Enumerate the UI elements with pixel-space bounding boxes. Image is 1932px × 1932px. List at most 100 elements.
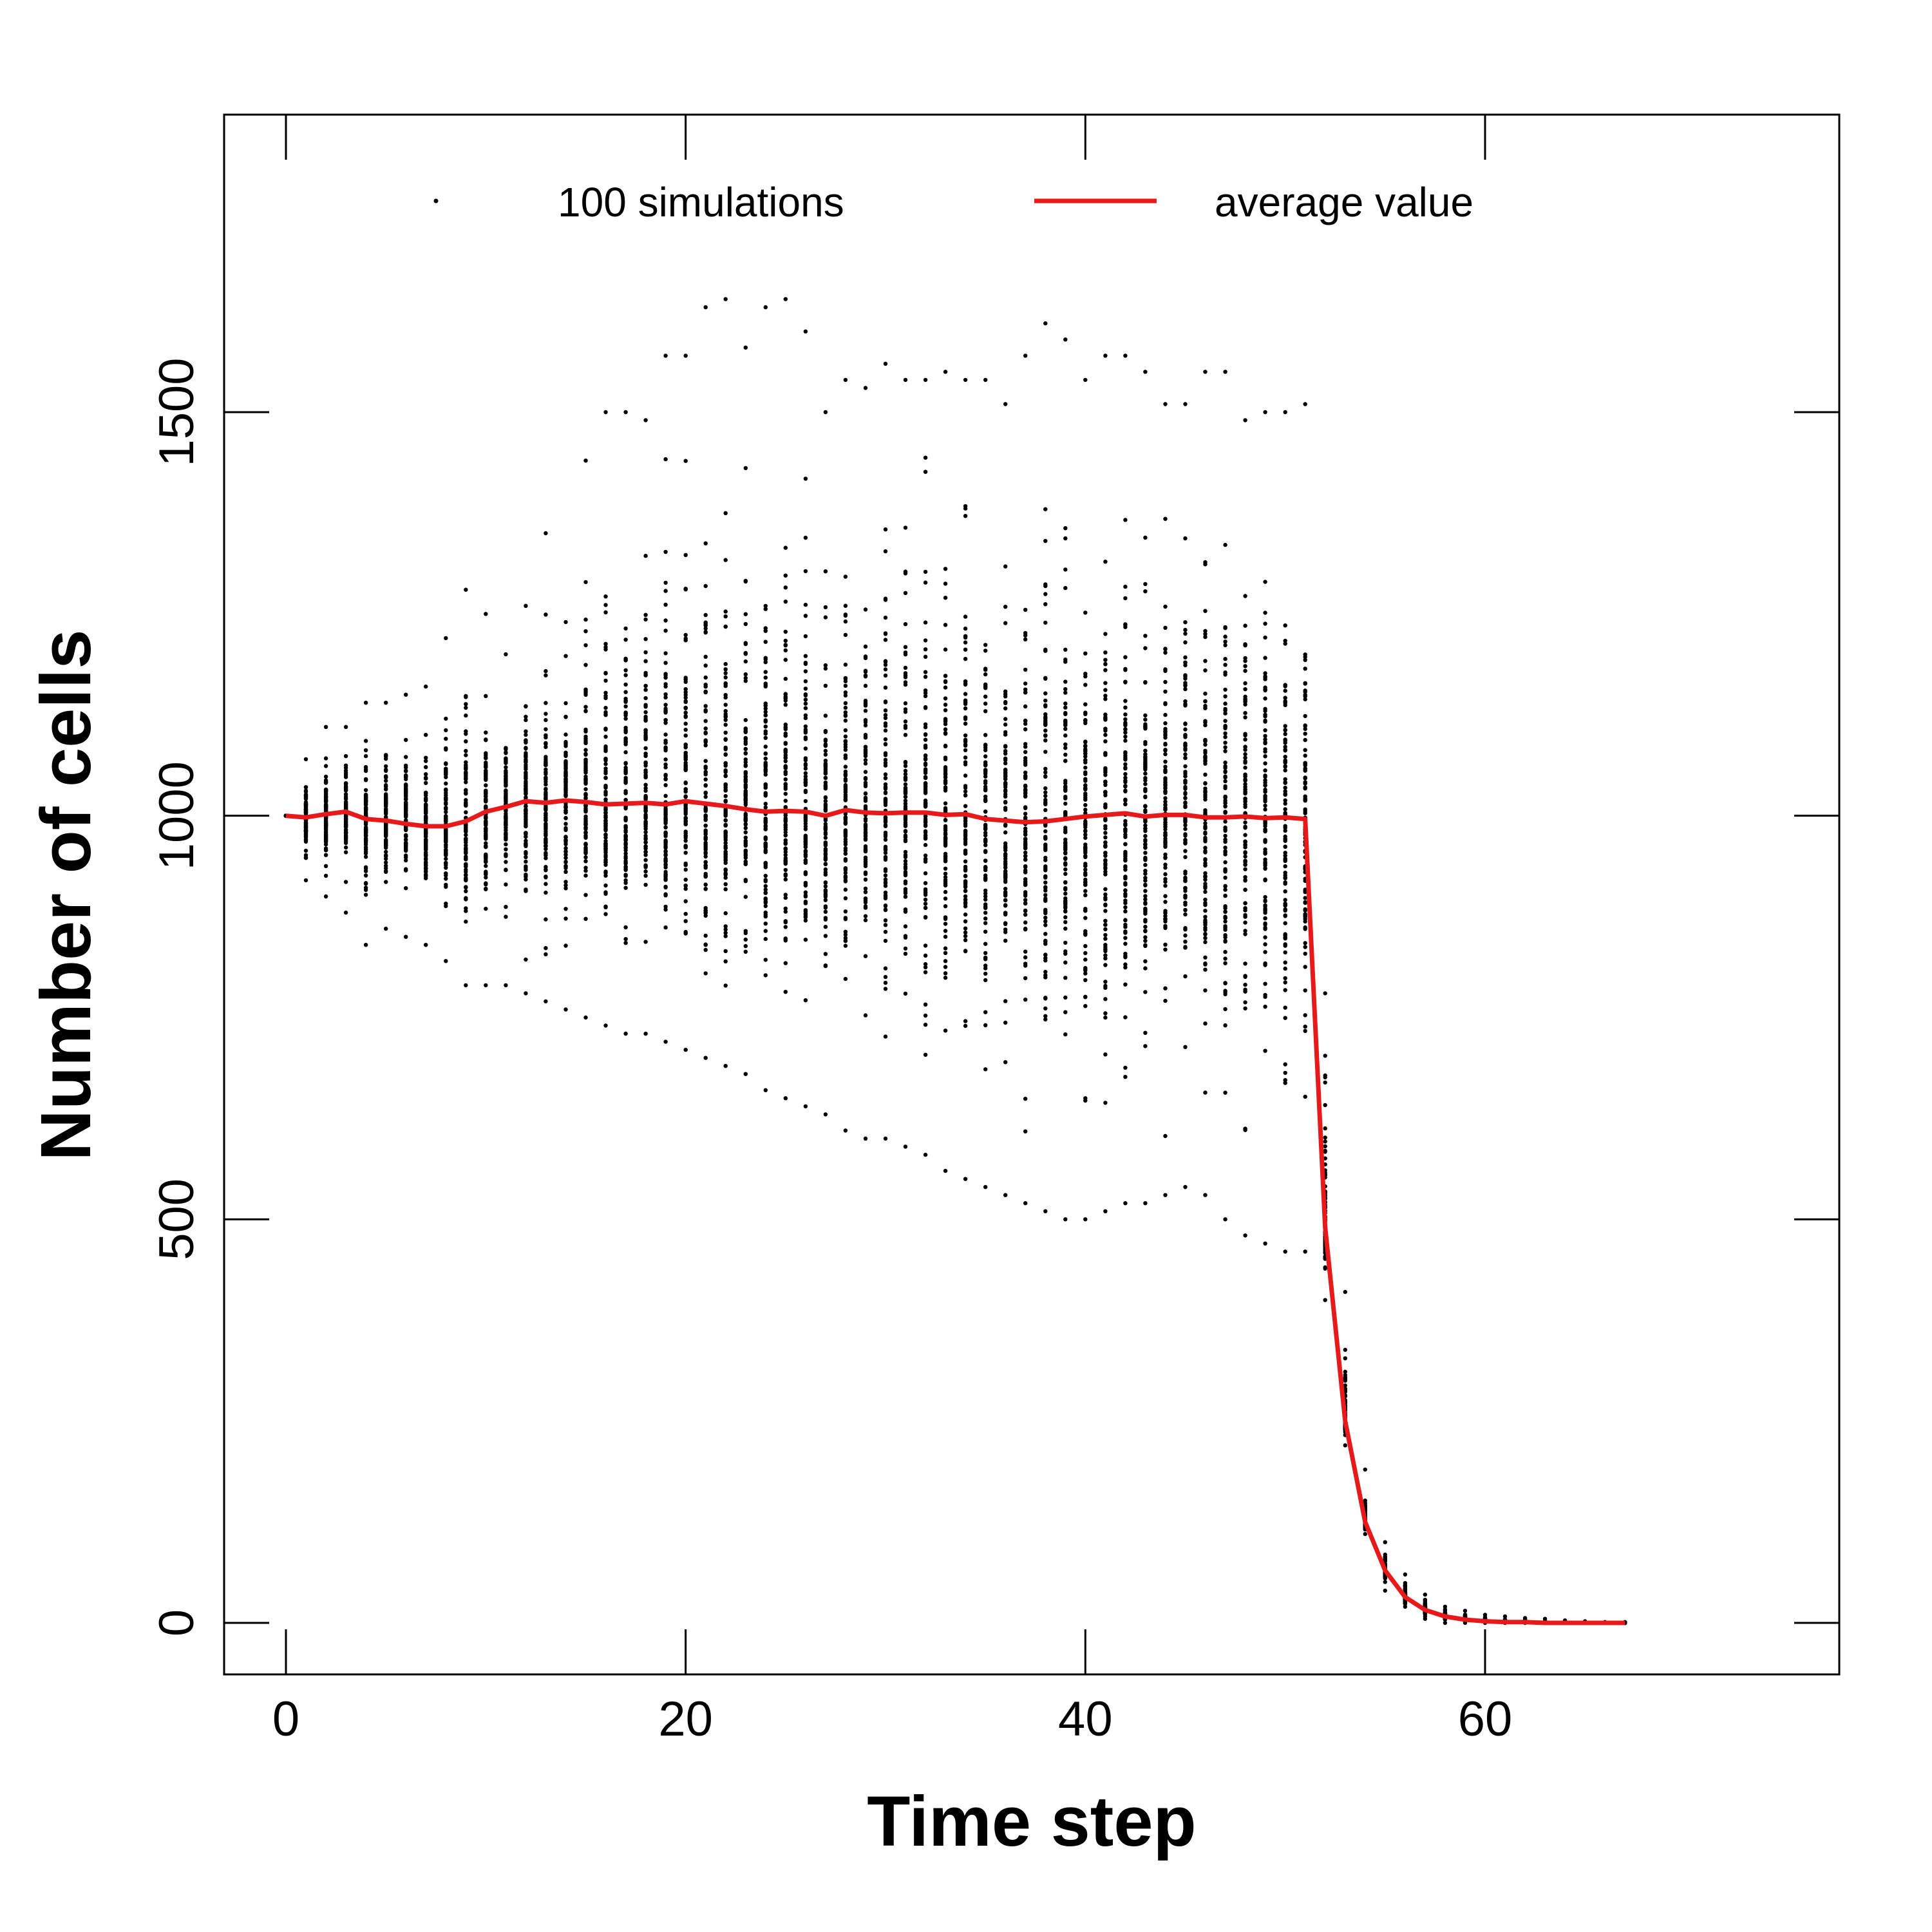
simulation-point [603, 862, 608, 867]
simulation-point [1183, 663, 1188, 668]
simulation-point [763, 684, 768, 689]
simulation-point [603, 838, 608, 844]
simulation-point [1103, 840, 1108, 845]
simulation-point [1063, 851, 1068, 855]
simulation-point [1043, 715, 1048, 719]
simulation-point [1163, 837, 1168, 841]
simulation-point [903, 665, 908, 670]
simulation-point [603, 810, 608, 815]
simulation-point [1023, 998, 1028, 1002]
simulation-point [1163, 894, 1168, 898]
simulation-point [843, 764, 848, 769]
simulation-point [1183, 974, 1188, 979]
simulation-point [923, 761, 928, 766]
simulation-point [803, 701, 808, 706]
simulation-point [1063, 337, 1068, 342]
simulation-point [643, 865, 648, 869]
simulation-point [464, 798, 468, 802]
simulation-point [703, 840, 708, 845]
simulation-point [783, 990, 788, 994]
simulation-point [763, 861, 768, 866]
simulation-point [1163, 752, 1168, 757]
simulation-point [903, 673, 908, 677]
simulation-point [863, 753, 868, 759]
simulation-point [384, 849, 388, 855]
simulation-point [963, 755, 968, 760]
simulation-point [823, 916, 828, 920]
simulation-point [504, 860, 508, 864]
simulation-point [683, 899, 688, 904]
simulation-point [843, 857, 848, 862]
simulation-point [544, 838, 548, 842]
simulation-point [1243, 765, 1247, 770]
simulation-point [603, 814, 608, 819]
simulation-point [983, 951, 988, 956]
simulation-point [903, 895, 908, 899]
simulation-point [803, 1104, 808, 1109]
simulation-point [603, 603, 608, 607]
simulation-point [983, 774, 988, 779]
simulation-point [1083, 832, 1088, 837]
simulation-point [363, 886, 368, 890]
simulation-point [384, 811, 388, 816]
simulation-point [703, 731, 708, 735]
simulation-point [1083, 951, 1088, 956]
simulation-point [384, 815, 388, 819]
simulation-point [683, 753, 688, 759]
simulation-point [583, 761, 588, 765]
simulation-point [1203, 781, 1208, 786]
simulation-point [943, 623, 948, 627]
simulation-point [544, 531, 548, 536]
simulation-point [763, 899, 768, 904]
simulation-point [1063, 726, 1068, 732]
simulation-point [883, 549, 888, 554]
simulation-point [504, 854, 508, 858]
simulation-point [763, 801, 768, 806]
simulation-point [424, 808, 428, 813]
simulation-point [863, 748, 868, 753]
simulation-point [663, 746, 668, 751]
simulation-point [843, 976, 848, 981]
simulation-point [343, 724, 348, 730]
simulation-point [683, 795, 688, 799]
simulation-point [1063, 886, 1068, 891]
simulation-point [404, 800, 408, 805]
simulation-point [1083, 873, 1088, 877]
simulation-point [1083, 765, 1088, 770]
simulation-point [1143, 717, 1148, 722]
simulation-point [1203, 830, 1208, 835]
simulation-point [883, 966, 888, 971]
simulation-point [603, 678, 608, 683]
simulation-point [703, 541, 708, 545]
simulation-point [1103, 1011, 1108, 1016]
simulation-point [603, 819, 608, 823]
simulation-point [1223, 904, 1227, 909]
simulation-point [323, 864, 328, 869]
simulation-point [643, 553, 648, 558]
simulation-point [783, 847, 788, 851]
simulation-point [1143, 810, 1148, 814]
simulation-point [1243, 748, 1247, 752]
simulation-point [464, 873, 468, 878]
simulation-point [643, 773, 648, 778]
simulation-point [663, 904, 668, 909]
simulation-point [803, 938, 808, 942]
simulation-point [663, 832, 668, 837]
simulation-point [803, 729, 808, 734]
simulation-point [763, 676, 768, 680]
simulation-point [524, 849, 528, 855]
simulation-point [524, 786, 528, 791]
simulation-point [963, 640, 968, 645]
simulation-point [923, 1002, 928, 1007]
simulation-point [504, 905, 508, 909]
simulation-point [603, 833, 608, 838]
simulation-point [1103, 739, 1108, 744]
simulation-point [983, 830, 988, 835]
simulation-point [663, 672, 668, 676]
simulation-point [663, 862, 668, 867]
simulation-point [823, 934, 828, 938]
simulation-point [803, 840, 808, 846]
simulation-point [1123, 354, 1128, 358]
